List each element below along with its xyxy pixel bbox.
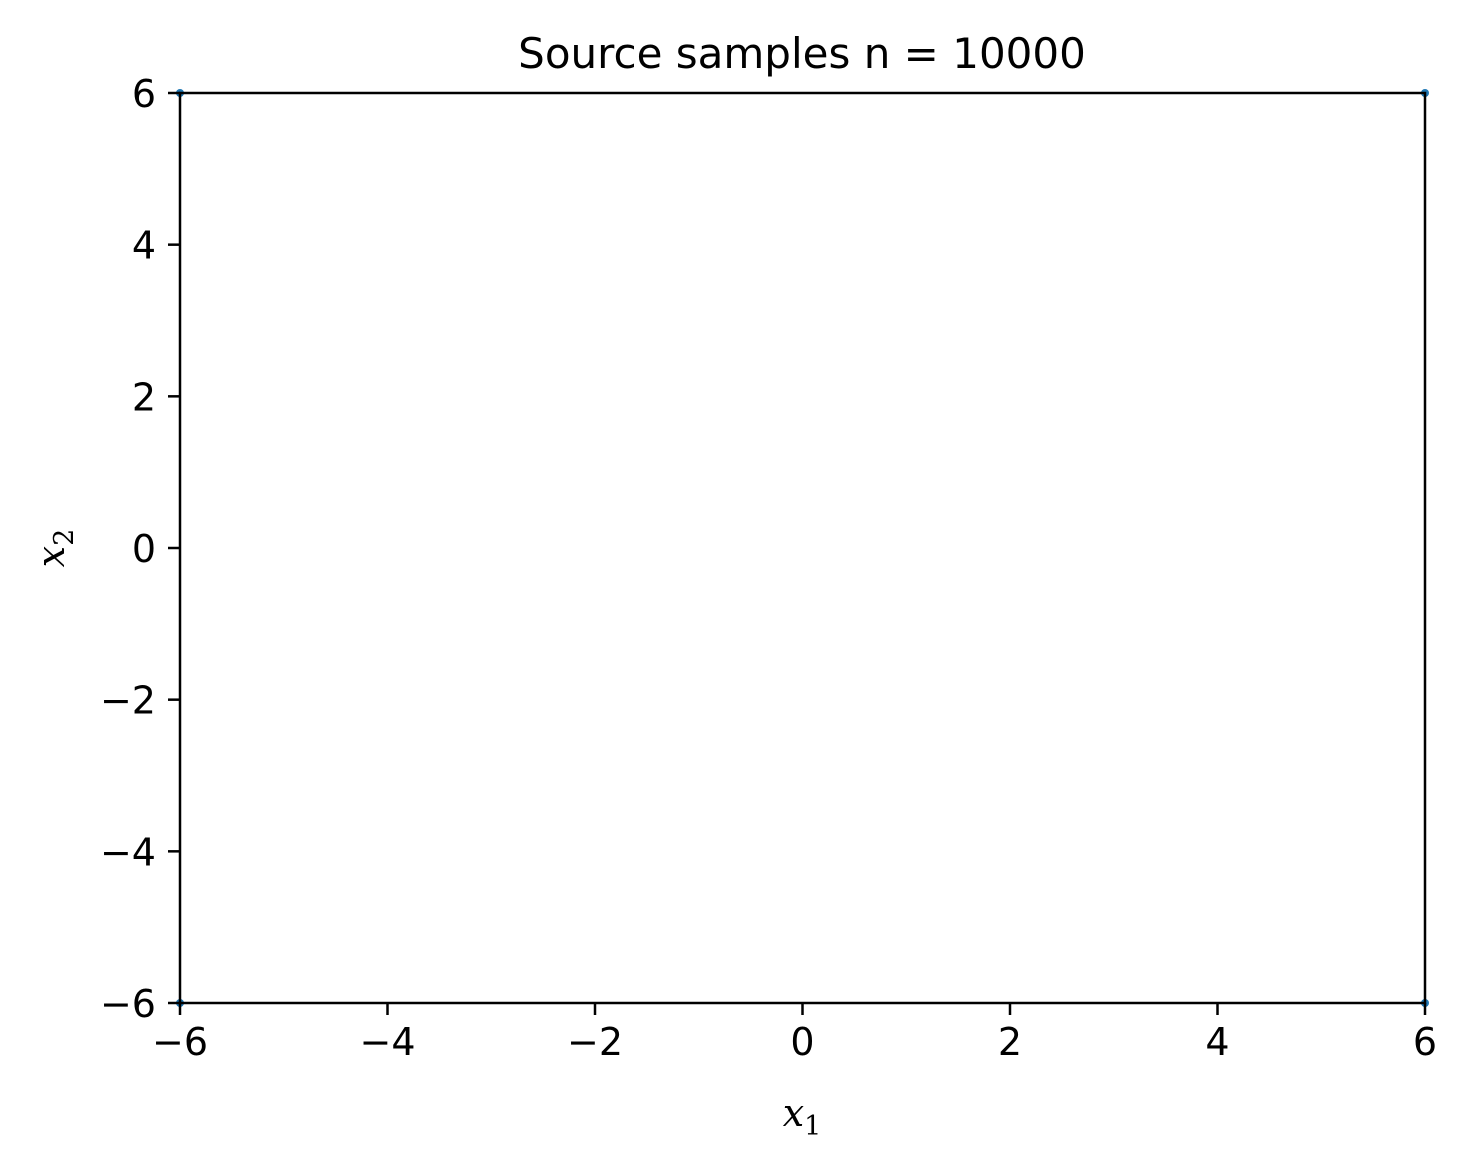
y-axis-ticks: −6 −4 −2 0 2 4 6 [100,72,180,1026]
y-tick-label: 0 [132,527,156,571]
y-tick-label: −2 [100,679,156,723]
plot-area [180,93,1425,1003]
y-axis-label-base: x [29,546,73,567]
y-tick-label: −6 [100,982,156,1026]
x-axis-ticks: −6 −4 −2 0 2 4 6 [152,1003,1437,1064]
x-axis-label-subscript: 1 [804,1111,821,1142]
y-tick-label: 4 [132,224,156,268]
x-tick-label: −6 [152,1020,208,1064]
x-axis-label: x1 [783,1091,822,1142]
x-tick-label: 0 [790,1020,814,1064]
y-axis-label: x2 [29,529,80,568]
y-tick-label: −4 [100,830,156,874]
x-axis-label-base: x [783,1091,804,1135]
chart-title: Source samples n = 10000 [518,29,1086,78]
x-tick-label: 4 [1205,1020,1229,1064]
x-tick-label: 2 [998,1020,1022,1064]
y-axis-label-subscript: 2 [49,529,80,546]
y-tick-label: 2 [132,375,156,419]
y-tick-label: 6 [132,72,156,116]
x-tick-label: −4 [359,1020,415,1064]
x-tick-label: −2 [567,1020,623,1064]
x-tick-label: 6 [1413,1020,1437,1064]
